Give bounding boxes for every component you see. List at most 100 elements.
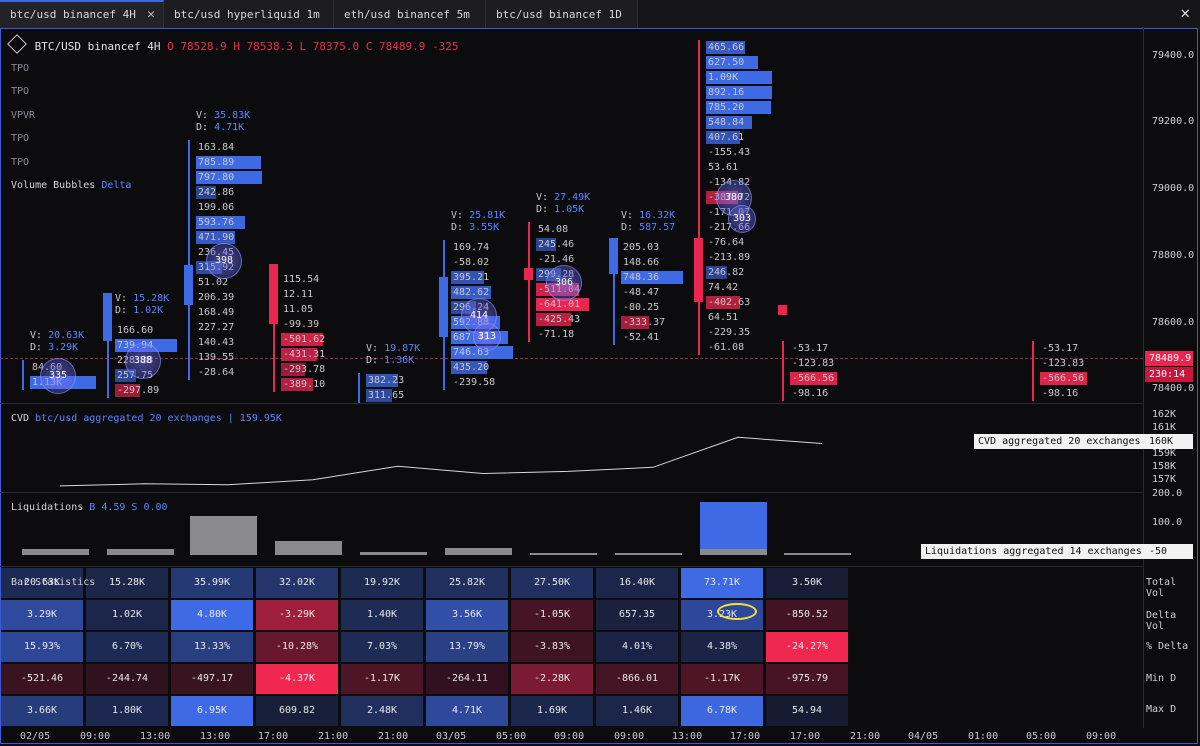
liquidations-pane[interactable]: Liquidations B 4.59 S 0.00 (0, 493, 1143, 566)
indicator-tpo[interactable]: TPO (11, 63, 30, 74)
volume-bubble: 335 (40, 358, 76, 394)
stats-row-label: Total Vol (1146, 577, 1177, 599)
stats-cell: -3.83% (511, 632, 593, 662)
stats-row-label: Delta Vol (1146, 610, 1177, 632)
volume-level-bar (451, 346, 514, 359)
volume-level-value: -641.01 (538, 299, 581, 310)
volume-level-bar (366, 389, 392, 402)
volume-level-value: 199.06 (198, 202, 235, 213)
candle-body (184, 265, 193, 305)
vd-value: 4.71K (214, 122, 245, 133)
vd-value: 1.36K (384, 355, 415, 366)
tab-btc-binancef-4h[interactable]: btc/usd binancef 4H ✕ (0, 0, 164, 28)
indicator-vpvr[interactable]: VPVR (11, 110, 36, 121)
close-icon[interactable]: ✕ (1180, 3, 1190, 22)
candle-wick (188, 140, 190, 380)
tab-eth-binancef-5m[interactable]: eth/usd binancef 5m (334, 0, 486, 28)
tab-bar: btc/usd binancef 4H ✕ btc/usd hyperliqui… (0, 0, 1200, 29)
volume-level-value: -155.43 (708, 147, 751, 158)
tab-label: btc/usd hyperliquid 1m (174, 8, 320, 21)
volume-level-bar (706, 296, 740, 309)
volume-level-value: -123.83 (792, 358, 835, 369)
volume-level-bar (536, 298, 590, 311)
candle-body (609, 238, 618, 274)
chart-frame[interactable] (0, 28, 1198, 744)
cvd-tick: 158K (1152, 461, 1177, 472)
volume-level-bar (536, 313, 572, 326)
volume-level-value: -217.66 (708, 222, 751, 233)
stats-cell: 657.35 (596, 600, 678, 630)
volume-level-bar (706, 266, 727, 279)
volume-level-value: -333.37 (623, 317, 666, 328)
stats-cell: -1.17K (341, 664, 423, 694)
tab-btc-binancef-1d[interactable]: btc/usd binancef 1D (486, 0, 638, 28)
cvd-pane[interactable]: CVD btc/usd aggregated 20 exchanges | 15… (0, 404, 1143, 492)
volume-level-value: 465.66 (708, 42, 745, 53)
candle-wick (107, 323, 109, 398)
stats-row-label: % Delta (1146, 641, 1189, 652)
volume-level-value: 74.42 (708, 282, 739, 293)
vd-key: V: (115, 293, 134, 304)
volume-level-value: -566.56 (792, 373, 835, 384)
stats-cell: 6.95K (171, 696, 253, 726)
candle-body (694, 238, 703, 302)
cvd-tick: 162K (1152, 409, 1177, 420)
vd-value: 35.83K (214, 110, 251, 121)
volume-level-bar (281, 363, 306, 376)
indicator-volume-bubbles[interactable]: Volume Bubbles Delta (11, 180, 131, 191)
volume-level-bar (115, 384, 140, 397)
time-tick: 17:00 (790, 731, 821, 742)
liquidations-label: Liquidations (11, 502, 84, 513)
vd-value: 15.28K (133, 293, 170, 304)
volume-level-value: 627.50 (708, 57, 745, 68)
volume-bubble: 388 (125, 343, 161, 379)
current-price-line (0, 358, 1143, 359)
indicator-tpo[interactable]: TPO (11, 133, 30, 144)
liquidation-bar (190, 515, 257, 555)
price-tick: 79200.0 (1152, 116, 1195, 127)
chart-header: BTC/USD binancef 4H O 78528.9 H 78538.3 … (7, 34, 459, 54)
volume-level-value: -297.89 (117, 385, 160, 396)
time-tick: 17:00 (730, 731, 761, 742)
liquidation-bar (275, 541, 342, 555)
stats-cell: 1.80K (86, 696, 168, 726)
stats-cell: -1.05K (511, 600, 593, 630)
time-tick: 17:00 (258, 731, 289, 742)
vd-key: D: (536, 204, 555, 215)
cvd-desc: btc/usd aggregated 20 exchanges | 159.95… (35, 413, 282, 424)
tab-btc-hyperliquid-1m[interactable]: btc/usd hyperliquid 1m (164, 0, 334, 28)
liquidation-bar (615, 553, 682, 555)
indicator-tpo[interactable]: TPO (11, 157, 30, 168)
volume-level-value: 140.43 (198, 337, 235, 348)
stats-cell: 609.82 (256, 696, 338, 726)
close-icon[interactable]: ✕ (147, 7, 155, 22)
volume-level-value: 892.16 (708, 87, 745, 98)
volume-level-value: 311.65 (368, 390, 405, 401)
stats-cell: -4.37K (256, 664, 338, 694)
stats-cell: 4.71K (426, 696, 508, 726)
cvd-line (59, 436, 823, 487)
stats-cell: 4.38% (681, 632, 763, 662)
stats-cell: 35.99K (171, 568, 253, 598)
indicator-tpo[interactable]: TPO (11, 86, 30, 97)
liquidations-value-tag: -50 (1145, 544, 1193, 559)
stats-cell: -1.17K (681, 664, 763, 694)
volume-level-value: 748.36 (623, 272, 660, 283)
cvd-value-tag: 160K (1145, 434, 1193, 449)
volume-level-value: -229.35 (708, 327, 751, 338)
vd-key: D: (621, 222, 640, 233)
volume-level-value: 471.90 (198, 232, 235, 243)
time-tick: 05:00 (1026, 731, 1057, 742)
volume-level-value: 245.46 (538, 239, 575, 250)
volume-level-bar (196, 171, 262, 184)
stats-cell: 25.82K (426, 568, 508, 598)
stats-cell: -10.28% (256, 632, 338, 662)
vd-value: 25.81K (469, 210, 506, 221)
volume-level-value: -53.17 (792, 343, 829, 354)
cvd-tick: 159K (1152, 448, 1177, 459)
time-tick: 04/05 (908, 731, 939, 742)
stats-cell: 73.71K (681, 568, 763, 598)
candle-body (103, 293, 112, 341)
volume-level-value: 687.43 (453, 332, 490, 343)
